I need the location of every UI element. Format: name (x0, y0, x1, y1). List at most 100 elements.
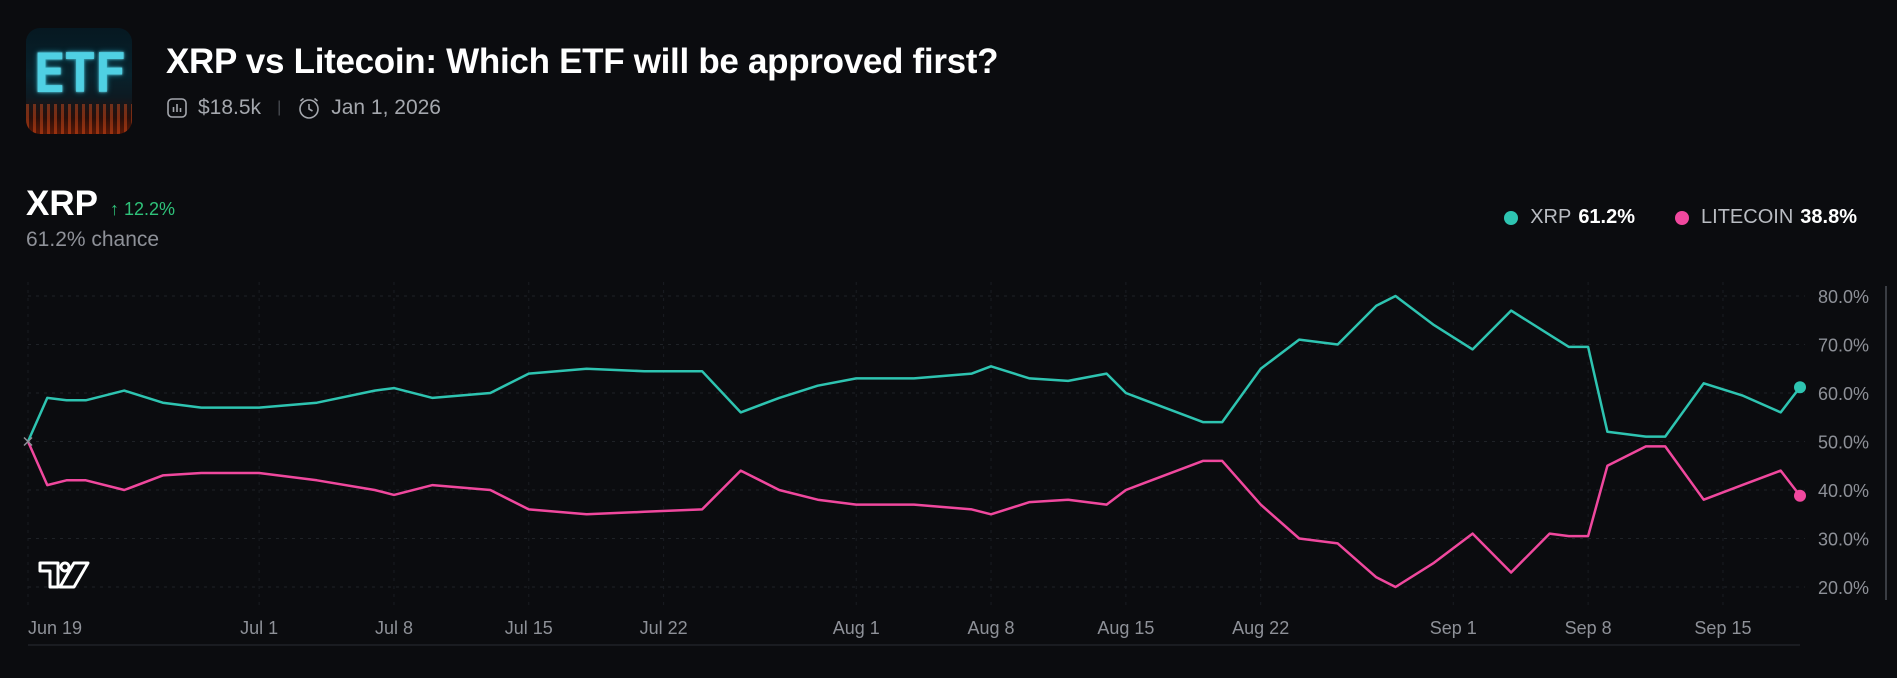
data-point-xrp (373, 389, 376, 392)
data-point-xrp (1394, 295, 1397, 297)
clock-icon (297, 96, 321, 120)
data-point-litecoin (1259, 503, 1262, 506)
x-tick-label: Jul 15 (505, 618, 553, 638)
data-point-litecoin (1568, 535, 1570, 537)
legend-value-xrp: 61.2% (1578, 206, 1636, 228)
market-header: ETF XRP vs Litecoin: Which ETF will be a… (26, 28, 999, 134)
meta-divider: | (277, 99, 282, 116)
data-point-litecoin (739, 469, 742, 472)
data-point-xrp (528, 372, 530, 375)
end-date: Jan 1, 2026 (331, 96, 441, 119)
market-title: XRP vs Litecoin: Which ETF will be appro… (166, 42, 999, 81)
legend-item-litecoin[interactable]: LITECOIN 38.8% (1675, 206, 1857, 229)
data-point-xrp (585, 368, 588, 370)
data-point-litecoin (1433, 562, 1435, 564)
y-tick-label: 50.0% (1818, 433, 1869, 453)
selected-outcome-name: XRP (26, 184, 98, 223)
data-point-xrp (1587, 346, 1589, 348)
data-point-litecoin (778, 489, 780, 491)
data-point-xrp (643, 370, 646, 373)
data-point-litecoin (1779, 469, 1782, 472)
data-point-xrp (1645, 435, 1647, 438)
data-point-litecoin (1606, 465, 1609, 467)
data-point-xrp (855, 377, 857, 380)
legend-name-xrp: XRP (1530, 206, 1572, 228)
data-point-xrp (1741, 394, 1743, 397)
data-point-litecoin (816, 498, 819, 501)
series-line-litecoin (26, 440, 1801, 589)
data-point-litecoin (489, 489, 492, 491)
data-point-xrp (393, 387, 395, 389)
chart-legend: XRP 61.2% LITECOIN 38.8% (1464, 206, 1857, 229)
x-tick-label: Jul 22 (640, 618, 688, 638)
data-point-litecoin (200, 472, 203, 474)
data-point-litecoin (913, 503, 915, 506)
data-point-xrp (1067, 380, 1069, 382)
data-point-xrp (1471, 348, 1474, 351)
y-tick-label: 20.0% (1818, 578, 1869, 598)
x-tick-label: Sep 15 (1694, 618, 1751, 638)
data-point-xrp (990, 365, 992, 368)
data-point-litecoin (971, 508, 973, 511)
y-tick-label: 40.0% (1818, 481, 1869, 501)
data-point-xrp (816, 384, 819, 387)
data-point-xrp (1221, 421, 1223, 423)
data-point-xrp (1702, 382, 1705, 385)
data-point-litecoin (1298, 537, 1300, 540)
data-point-xrp (1433, 324, 1435, 326)
legend-value-litecoin: 38.8% (1800, 206, 1857, 228)
data-point-xrp (739, 411, 742, 414)
data-point-xrp (1336, 343, 1339, 346)
data-point-litecoin (393, 494, 395, 496)
data-point-xrp (123, 389, 126, 392)
data-point-xrp (258, 406, 260, 409)
data-point-litecoin (1163, 474, 1166, 477)
x-tick-label: Jul 1 (240, 618, 278, 638)
data-point-litecoin (701, 508, 703, 511)
tradingview-logo (38, 560, 90, 595)
x-tick-label: Aug 22 (1232, 618, 1289, 638)
legend-item-xrp[interactable]: XRP 61.2% (1504, 206, 1635, 229)
data-point-litecoin (1741, 484, 1743, 486)
data-point-litecoin (431, 484, 434, 486)
selected-outcome-chance: 61.2% chance (26, 228, 160, 251)
data-point-litecoin (1202, 460, 1204, 462)
data-point-litecoin (528, 508, 530, 511)
data-point-xrp (913, 377, 915, 380)
data-point-litecoin (1394, 586, 1397, 588)
data-point-litecoin (1336, 542, 1339, 545)
end-marker-litecoin (1794, 489, 1806, 502)
data-point-litecoin (990, 513, 992, 516)
data-point-xrp (1259, 368, 1262, 370)
y-tick-label: 30.0% (1818, 530, 1869, 550)
data-point-litecoin (1702, 498, 1705, 501)
data-point-litecoin (585, 513, 588, 516)
data-point-xrp (1375, 304, 1378, 307)
data-point-xrp (1105, 372, 1108, 375)
data-point-xrp (489, 392, 492, 394)
series-line-xrp (26, 294, 1801, 443)
data-point-xrp (200, 406, 203, 409)
market-meta: $18.5k | Jan 1, 2026 (166, 96, 998, 120)
legend-dot-litecoin (1675, 210, 1690, 225)
data-point-litecoin (258, 472, 260, 474)
data-point-xrp (1548, 334, 1551, 336)
data-point-litecoin (1067, 498, 1069, 501)
data-point-xrp (701, 370, 703, 373)
data-point-litecoin (162, 474, 164, 477)
data-point-litecoin (1664, 445, 1666, 448)
data-point-litecoin (1587, 535, 1589, 537)
data-point-xrp (1163, 406, 1166, 409)
data-point-xrp (1510, 309, 1512, 312)
data-point-litecoin (46, 484, 49, 486)
y-tick-label: 60.0% (1818, 384, 1869, 404)
data-point-xrp (1568, 346, 1570, 348)
data-point-xrp (1028, 377, 1031, 380)
volume-value: $18.5k (198, 96, 262, 119)
data-point-xrp (46, 397, 49, 399)
data-point-xrp (778, 397, 780, 399)
data-point-litecoin (1375, 576, 1378, 579)
data-point-litecoin (1125, 489, 1127, 491)
data-point-litecoin (643, 511, 646, 513)
